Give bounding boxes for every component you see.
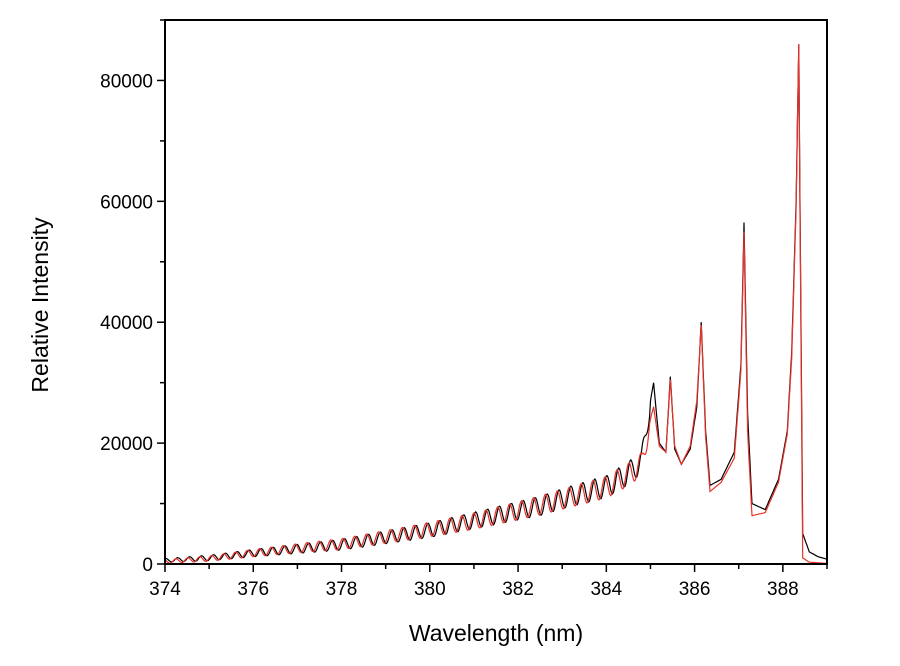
x-tick-label: 384: [590, 579, 622, 600]
x-tick-label: 388: [767, 579, 799, 600]
x-tick-label: 382: [502, 579, 534, 600]
x-tick-label: 386: [679, 579, 711, 600]
x-tick-label: 378: [326, 579, 358, 600]
y-tick-label: 80000: [100, 71, 153, 92]
series-line-measured: [164, 44, 828, 563]
plot-frame: [164, 19, 828, 565]
x-tick-label: 374: [149, 579, 181, 600]
y-tick-label: 20000: [100, 434, 153, 455]
x-tick-label: 376: [237, 579, 269, 600]
x-tick-label: 380: [414, 579, 446, 600]
y-tick-label: 0: [142, 555, 153, 576]
y-axis-ticks: 0 20000 40000 60000 80000: [100, 19, 165, 576]
y-tick-label: 60000: [100, 192, 153, 213]
x-axis-title: Wavelength (nm): [409, 620, 583, 646]
series-layer: [164, 44, 828, 564]
y-axis-title: Relative Intensity: [27, 217, 53, 393]
x-axis-ticks: 374 376 378 380 382 384 386 388: [149, 564, 828, 600]
series-line-fit: [164, 44, 828, 564]
y-tick-label: 40000: [100, 313, 153, 334]
